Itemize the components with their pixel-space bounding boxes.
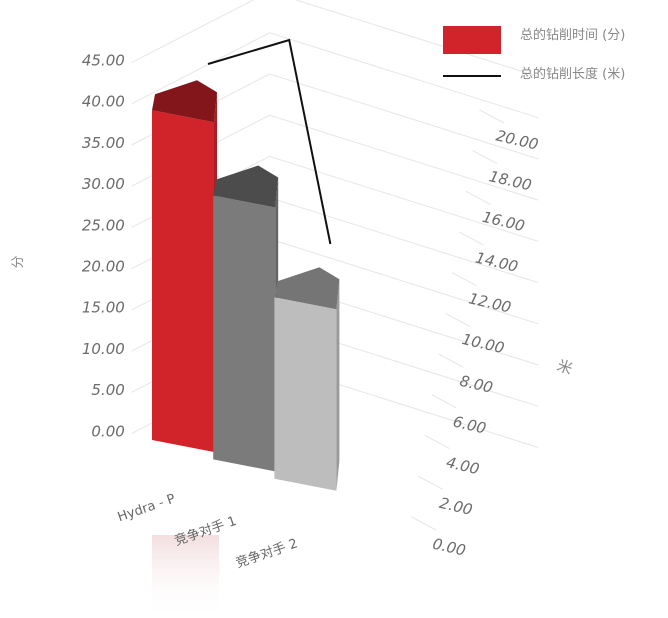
right-tick-mark [451, 272, 478, 287]
right-tick-mark [431, 394, 457, 409]
right-tick-mark [445, 312, 471, 327]
left-tick-label: 25.00 [82, 216, 125, 234]
bar [213, 195, 276, 472]
right-tick-mark [472, 150, 498, 165]
left-tick-label: 20.00 [82, 258, 125, 276]
bar-series [152, 80, 340, 491]
right-tick-label: 4.00 [444, 453, 481, 478]
right-tick-label: 6.00 [451, 413, 488, 438]
legend-label-drill-time: 总的钻削时间 (分) [520, 27, 625, 43]
right-y-axis: 0.00 2.00 4.00 6.00 8.00 10.00 12.00 14.00 16.00… [411, 109, 540, 560]
category-label: 竞争对手 2 [234, 535, 300, 571]
right-tick-label: 18.00 [487, 167, 533, 194]
gridline [131, 32, 539, 119]
bar-top [152, 80, 217, 123]
right-axis-title: 米 [555, 356, 575, 378]
left-tick-label: 10.00 [82, 340, 125, 358]
right-tick-label: 20.00 [494, 127, 540, 154]
right-tick-label: 8.00 [458, 372, 495, 397]
left-tick-label: 35.00 [82, 134, 125, 152]
category-label: Hydra - P [116, 492, 178, 526]
right-tick-label: 16.00 [481, 208, 527, 235]
left-tick-label: 5.00 [91, 381, 124, 399]
right-tick-mark [424, 434, 450, 450]
right-tick-mark [438, 353, 464, 368]
right-tick-label: 12.00 [467, 289, 513, 316]
right-tick-mark [458, 231, 484, 246]
left-tick-label: 15.00 [82, 299, 125, 317]
line-series [207, 38, 332, 245]
left-tick-label: 40.00 [82, 93, 125, 111]
left-axis-title: 分 [11, 255, 26, 268]
right-tick-label: 2.00 [438, 494, 475, 519]
left-tick-label: 30.00 [82, 175, 125, 193]
right-tick-label: 0.00 [431, 535, 468, 560]
left-y-axis: 0.00 5.00 10.00 15.00 20.00 25.00 30.00 35.00 40… [82, 51, 125, 440]
right-tick-label: 14.00 [474, 249, 520, 276]
left-tick-label: 45.00 [82, 51, 125, 69]
line-path [207, 38, 332, 245]
right-tick-mark [465, 190, 491, 205]
legend-label-drill-length: 总的钻削长度 (米) [520, 66, 625, 82]
bar [274, 297, 337, 491]
right-tick-label: 10.00 [460, 330, 506, 357]
legend: 总的钻削时间 (分) 总的钻削长度 (米) [443, 26, 625, 82]
bar [152, 110, 214, 452]
right-tick-mark [417, 475, 444, 490]
bar-top [274, 267, 340, 310]
floor-reflection [152, 535, 219, 618]
legend-swatch-drill-time [443, 26, 501, 54]
bar-reflection [152, 535, 219, 618]
bar-side [336, 279, 340, 491]
bar-top [213, 165, 279, 208]
right-tick-mark [479, 109, 505, 124]
left-tick-label: 0.00 [91, 422, 124, 440]
right-tick-mark [411, 516, 437, 531]
